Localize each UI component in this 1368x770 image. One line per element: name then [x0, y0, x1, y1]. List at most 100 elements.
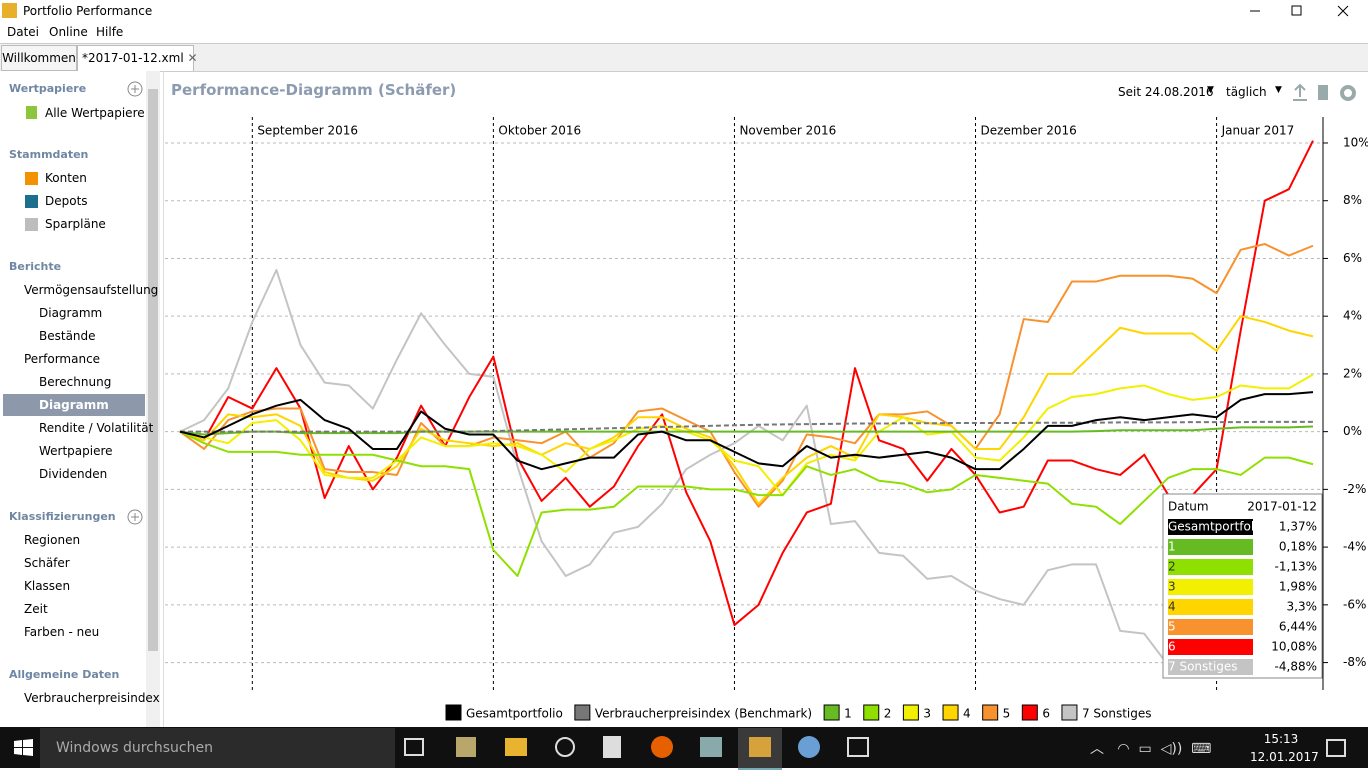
x-tick-label: Dezember 2016 — [981, 124, 1077, 138]
nav-item[interactable]: Performance — [24, 352, 101, 366]
nav-item[interactable]: Vermögensaufstellung — [24, 283, 159, 297]
menu-item[interactable]: Hilfe — [96, 25, 124, 39]
scrollbar[interactable] — [146, 71, 160, 727]
menu-item[interactable]: Datei — [7, 25, 40, 39]
legend-swatch — [982, 704, 999, 721]
nav-item[interactable]: Zeit — [24, 602, 48, 616]
notifications[interactable] — [1326, 739, 1346, 757]
app-icon[interactable] — [456, 737, 476, 757]
nav-item[interactable]: Klassen — [24, 579, 71, 593]
app-icon[interactable] — [700, 737, 722, 757]
divider — [163, 71, 164, 727]
x-tick-label: November 2016 — [739, 124, 836, 138]
add-icon[interactable] — [126, 80, 144, 98]
y-tick-label: -4% — [1343, 540, 1366, 554]
tooltip-swatch — [1168, 559, 1253, 575]
tray-icons[interactable]: ︿ ◠ ▭ ◁)) ⌨ — [1090, 741, 1212, 757]
tooltip-value: 10,08% — [1271, 640, 1317, 654]
tooltip-swatch — [1168, 539, 1253, 555]
nav-item[interactable]: Depots — [45, 194, 88, 208]
x-tick-label: Januar 2017 — [1221, 124, 1295, 138]
tooltip-label: 2 — [1168, 560, 1176, 574]
legend-swatch — [823, 704, 840, 721]
nav-item[interactable]: Dividenden — [39, 467, 108, 481]
tab[interactable]: Willkommen — [1, 45, 77, 71]
nav-item[interactable]: Bestände — [39, 329, 96, 343]
tooltip-header: 2017-01-12 — [1247, 500, 1317, 514]
dropdown-arrow[interactable]: ▼ — [1207, 85, 1214, 95]
window-controls[interactable] — [1240, 0, 1368, 22]
app-icon[interactable] — [505, 738, 527, 756]
legend-swatch — [863, 704, 880, 721]
tab-bar — [0, 43, 1368, 72]
x-tick-label: September 2016 — [257, 124, 358, 138]
nav-item[interactable]: Schäfer — [24, 556, 70, 570]
x-tick-label: Oktober 2016 — [498, 124, 581, 138]
legend-swatch — [942, 704, 959, 721]
nav-item[interactable]: Farben - neu — [24, 625, 100, 639]
section-title: Berichte — [9, 260, 62, 273]
nav-item[interactable]: Diagramm — [39, 306, 103, 320]
chart: -8% -6% -4% -2% 0% 2% 4% 6% 8% 10% September 2016 O… — [165, 117, 1368, 721]
add-icon[interactable] — [126, 508, 144, 526]
tooltip-swatch — [1168, 619, 1253, 635]
tooltip-label: Gesamtportfolio — [1168, 520, 1265, 534]
nav-item-selected[interactable]: Diagramm — [39, 398, 109, 412]
clock-date: 12.01.2017 — [1250, 750, 1319, 764]
icon — [26, 106, 37, 119]
tooltip-value: 1,98% — [1279, 580, 1317, 594]
nav-item[interactable]: Verbraucherpreisindex — [24, 691, 160, 705]
legend-swatch — [445, 704, 462, 721]
tab-active[interactable]: *2017-01-12.xml ✕ — [77, 45, 198, 71]
tooltip-header: Datum — [1168, 500, 1209, 514]
nav-item[interactable]: Berechnung — [39, 375, 112, 389]
app-icon[interactable] — [847, 737, 869, 757]
series-line — [179, 243, 1314, 508]
nav-item[interactable]: Alle Wertpapiere — [45, 106, 145, 120]
series-line — [179, 315, 1314, 505]
tooltip-label: 1 — [1168, 540, 1176, 554]
app-icon[interactable] — [798, 736, 820, 758]
app-icon[interactable] — [603, 736, 621, 758]
y-tick-label: 10% — [1343, 135, 1368, 149]
tooltip-value: 0,18% — [1279, 540, 1317, 554]
legend-label: 2 — [884, 707, 892, 721]
tooltip-value: 3,3% — [1287, 600, 1318, 614]
interval-select[interactable]: täglich — [1226, 85, 1267, 99]
nav-item[interactable]: Rendite / Volatilität — [39, 421, 154, 435]
y-tick-label: 0% — [1343, 424, 1362, 438]
nav-item[interactable]: Regionen — [24, 533, 81, 547]
tooltip-label: 7 Sonstiges — [1168, 660, 1238, 674]
start-button[interactable] — [14, 739, 34, 757]
tooltip-value: -4,88% — [1275, 660, 1317, 674]
window-title: Portfolio Performance — [23, 4, 153, 18]
series-line — [180, 420, 1313, 433]
toolbar-icons[interactable] — [1290, 82, 1360, 104]
tooltip-label: 6 — [1168, 640, 1176, 654]
nav-item[interactable]: Konten — [45, 171, 87, 185]
period-select[interactable]: Seit 24.08.2016 — [1118, 85, 1214, 99]
tooltip-label: 5 — [1168, 620, 1176, 634]
legend: Gesamtportfolio Verbraucherpreisindex (Be… — [445, 704, 1152, 721]
tooltip-swatch — [1168, 519, 1253, 535]
section-title: Allgemeine Daten — [9, 668, 120, 681]
search-box[interactable] — [40, 728, 395, 768]
tooltip-label: 4 — [1168, 600, 1176, 614]
app-icon-active[interactable] — [738, 728, 782, 770]
legend-label: 6 — [1042, 707, 1050, 721]
y-tick-label: 2% — [1343, 366, 1362, 380]
nav-item[interactable]: Wertpapiere — [39, 444, 113, 458]
tooltip-value: 6,44% — [1279, 620, 1317, 634]
legend-swatch — [902, 704, 919, 721]
app-icon[interactable] — [651, 736, 673, 758]
nav-item[interactable]: Sparpläne — [45, 217, 106, 231]
task-view[interactable] — [404, 738, 424, 756]
menu-item[interactable]: Online — [49, 25, 88, 39]
close-icon[interactable]: ✕ — [187, 51, 198, 65]
app-icon[interactable] — [555, 737, 575, 757]
selected-row — [3, 394, 145, 416]
tooltip-swatch — [1168, 639, 1253, 655]
dropdown-arrow[interactable]: ▼ — [1275, 85, 1282, 95]
tooltip-value: 1,37% — [1279, 520, 1317, 534]
series-line — [179, 373, 1314, 497]
